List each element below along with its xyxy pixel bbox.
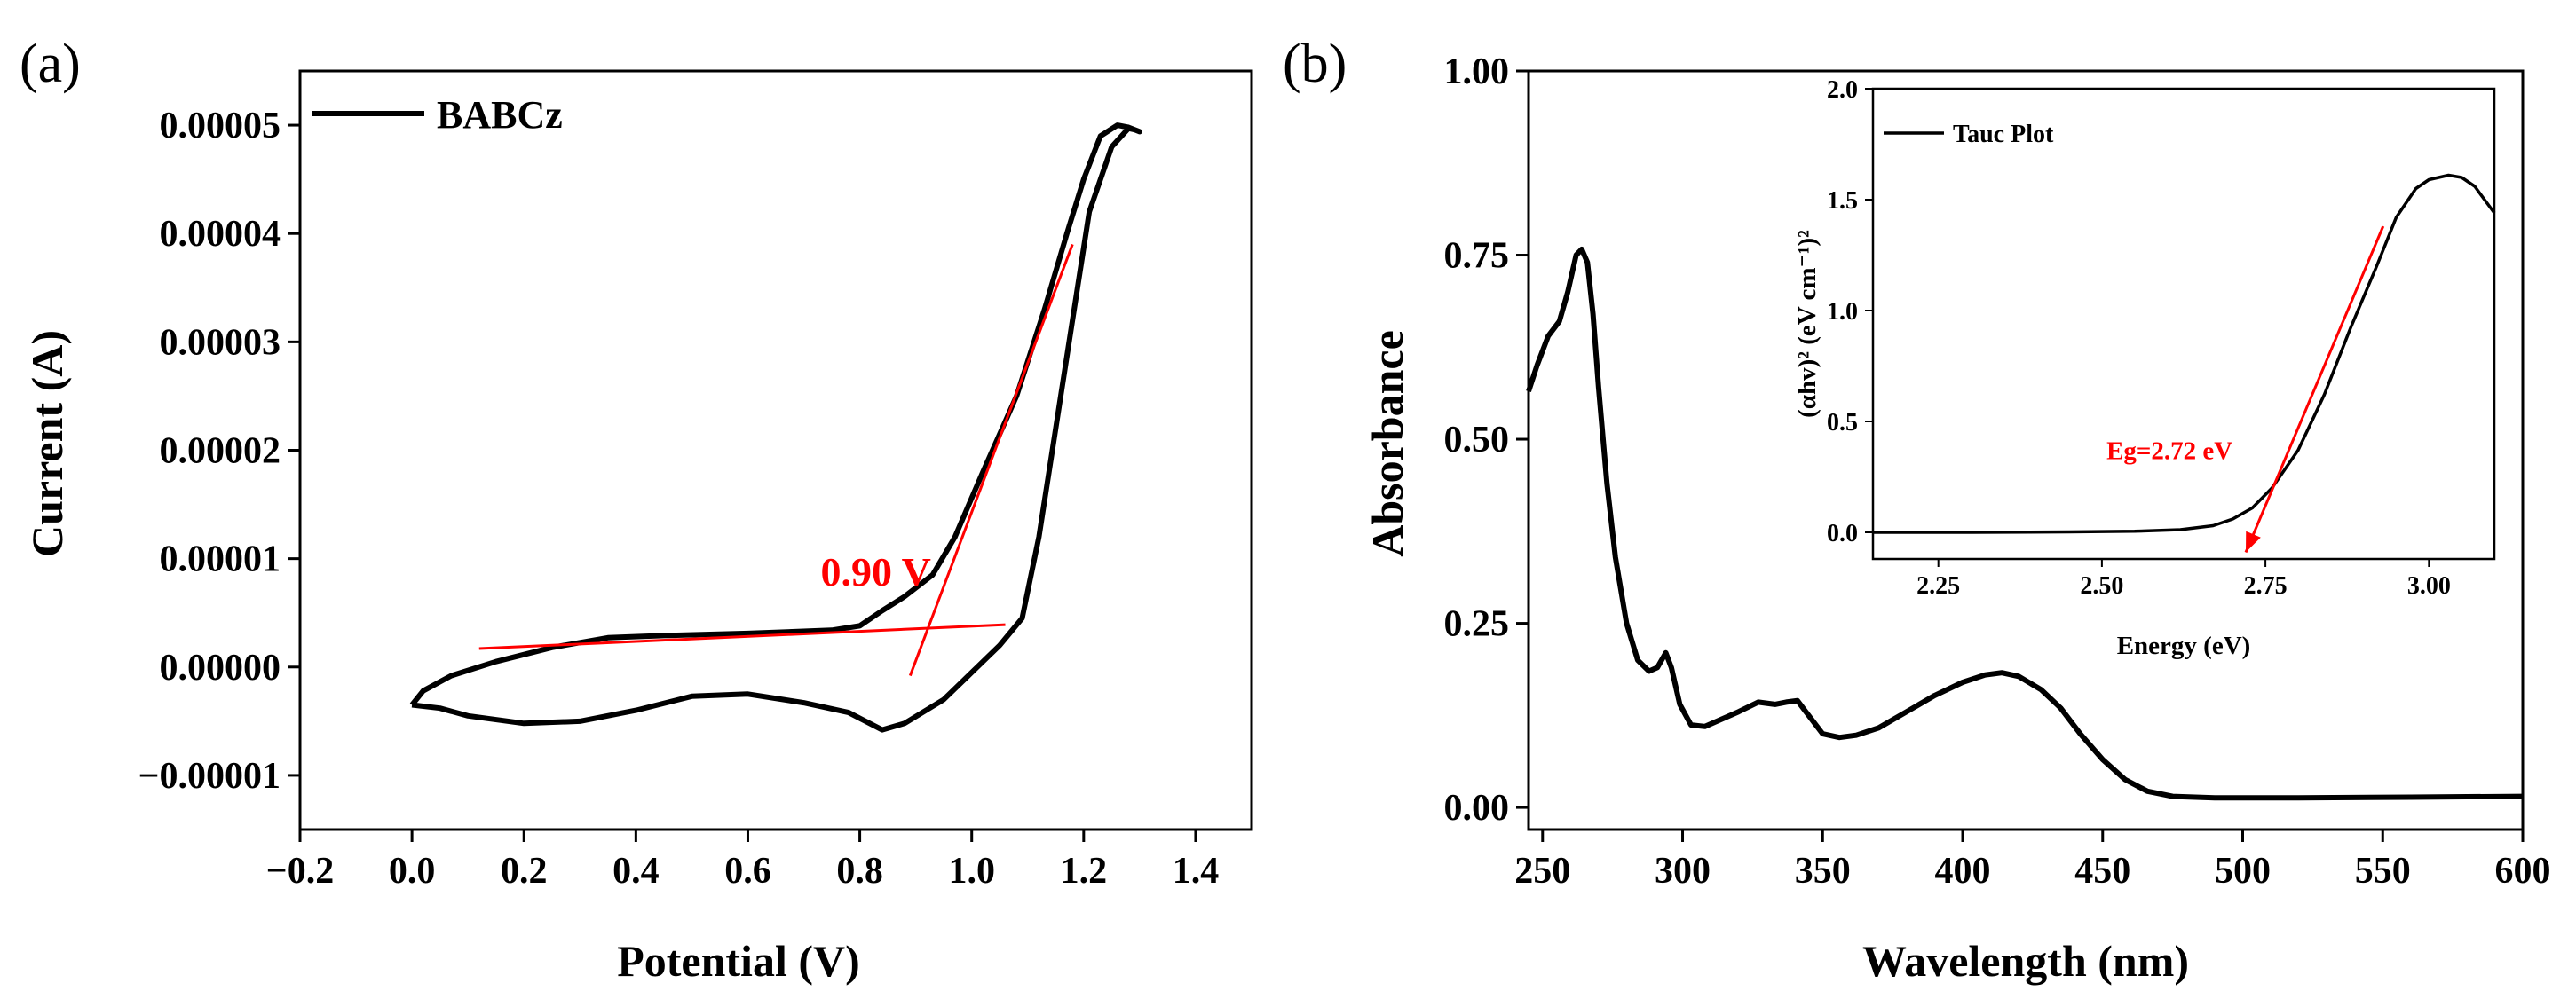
uvvis-x-tick-label: 550 <box>2355 851 2411 892</box>
uvvis-x-tick-label: 350 <box>1795 851 1851 892</box>
uvvis-y-tick-label: 0.75 <box>1444 236 1510 277</box>
cv-x-tick-label: 1.0 <box>948 851 995 892</box>
cv-onset-annotation: 0.90 V <box>820 549 930 594</box>
cv-y-tick-label: 0.00001 <box>160 539 281 580</box>
cv-chart: −0.2 0.0 0.2 0.4 0.6 0.8 1.0 1.2 1.4 −0.00001 0.0… <box>22 69 1253 986</box>
cv-curve-babcz <box>409 122 1142 733</box>
uvvis-y-tick-label: 0.25 <box>1444 604 1510 645</box>
uvvis-x-axis: 250 300 350 400 450 500 550 600 <box>1514 830 2551 892</box>
cv-x-tick-label: 0.8 <box>836 851 883 892</box>
tauc-y-axis: 0.0 0.5 1.0 1.5 2.0 <box>1827 76 1873 547</box>
cv-x-tick-label: 0.0 <box>389 851 436 892</box>
cv-legend-label: BABCz <box>437 93 563 137</box>
panel-label-b: (b) <box>1283 34 1347 94</box>
uvvis-y-tick-label: 0.50 <box>1444 420 1510 460</box>
cv-x-tick-label: 0.2 <box>501 851 548 892</box>
cv-x-tick-label: 0.6 <box>724 851 771 892</box>
cv-y-axis-title: Current (A) <box>22 330 72 557</box>
tauc-curve <box>1873 173 2496 534</box>
cv-y-tick-label: 0.00000 <box>160 648 281 688</box>
cv-y-tick-label: −0.00001 <box>138 756 281 797</box>
uvvis-y-tick-label: 0.00 <box>1444 788 1510 829</box>
tauc-fit-line <box>2244 225 2385 554</box>
uvvis-plot-frame <box>1527 69 2525 831</box>
tauc-arrowhead <box>2246 531 2261 553</box>
tauc-x-tick-label: 2.25 <box>1916 572 1960 600</box>
uvvis-absorbance-curve <box>1526 246 2524 801</box>
uvvis-x-tick-label: 500 <box>2215 851 2271 892</box>
uvvis-y-axis-title: Absorbance <box>1363 330 1412 557</box>
tauc-x-axis-title: Energy (eV) <box>2117 632 2251 660</box>
uvvis-x-tick-label: 450 <box>2074 851 2130 892</box>
panel-label-a: (a) <box>20 34 81 94</box>
uvvis-x-axis-title: Wavelength (nm) <box>1862 936 2189 986</box>
cv-baseline-tangent <box>478 623 1006 650</box>
tauc-y-tick-label: 2.0 <box>1827 76 1858 104</box>
uvvis-x-tick-label: 250 <box>1514 851 1570 892</box>
uvvis-chart: 250 300 350 400 450 500 550 600 0.00 0.25 0.50 0.7… <box>1363 51 2551 986</box>
tauc-x-tick-label: 2.75 <box>2244 572 2288 600</box>
uvvis-x-tick-label: 600 <box>2495 851 2551 892</box>
tauc-y-tick-label: 0.5 <box>1827 409 1858 437</box>
tauc-x-tick-label: 2.50 <box>2080 572 2123 600</box>
cv-x-tick-label: 1.2 <box>1061 851 1108 892</box>
cv-y-tick-label: 0.00002 <box>160 431 281 472</box>
cv-rising-tangent <box>908 243 1074 677</box>
cv-y-tick-label: 0.00003 <box>160 322 281 363</box>
cv-y-tick-label: 0.00005 <box>160 106 281 146</box>
cv-y-tick-label: 0.00004 <box>160 214 281 255</box>
tauc-y-axis-title: (αhv)² (eV cm⁻¹)² <box>1793 230 1821 418</box>
tauc-x-axis: 2.25 2.50 2.75 3.00 <box>1916 559 2451 600</box>
cv-x-tick-label: 1.4 <box>1173 851 1220 892</box>
cv-plot-frame <box>298 69 1253 831</box>
tauc-y-tick-label: 1.5 <box>1827 187 1858 215</box>
cv-x-tick-label: 0.4 <box>612 851 660 892</box>
tauc-inset-frame <box>1871 87 2496 561</box>
uvvis-y-axis: 0.00 0.25 0.50 0.75 1.00 <box>1444 51 1529 829</box>
uvvis-x-tick-label: 400 <box>1935 851 1991 892</box>
cv-x-axis-title: Potential (V) <box>617 936 860 986</box>
tauc-eg-annotation: Eg=2.72 eV <box>2106 437 2232 466</box>
tauc-y-tick-label: 1.0 <box>1827 298 1858 326</box>
cv-y-axis: −0.00001 0.00000 0.00001 0.00002 0.00003 0.00… <box>138 106 300 797</box>
tauc-x-tick-label: 3.00 <box>2407 572 2451 600</box>
tauc-inset-chart: 2.25 2.50 2.75 3.00 0.0 0.5 1.0 1.5 2.0 Eg=2.72… <box>1793 76 2496 660</box>
cv-x-axis: −0.2 0.0 0.2 0.4 0.6 0.8 1.0 1.2 1.4 <box>266 830 1219 892</box>
tauc-legend-label: Tauc Plot <box>1953 121 2054 148</box>
tauc-y-tick-label: 0.0 <box>1827 520 1858 547</box>
uvvis-y-tick-label: 1.00 <box>1444 51 1510 92</box>
uvvis-x-tick-label: 300 <box>1655 851 1711 892</box>
cv-x-tick-label: −0.2 <box>266 851 334 892</box>
